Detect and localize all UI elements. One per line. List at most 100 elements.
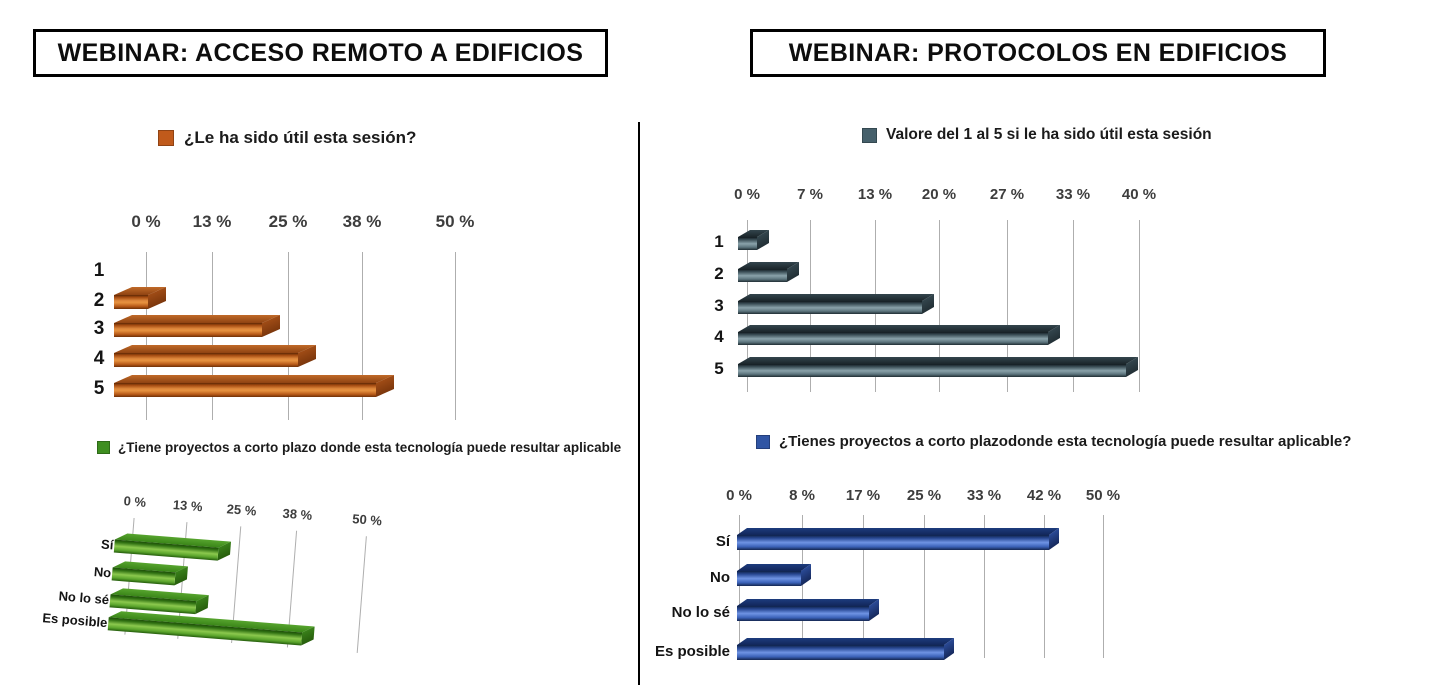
axis-tick-label: 27 % xyxy=(989,186,1025,203)
category-label: Sí xyxy=(100,536,114,553)
category-label: No xyxy=(93,564,112,581)
chart-legend: ¿Tienes proyectos a corto plazodonde est… xyxy=(756,433,1351,450)
legend-question-label: ¿Tienes proyectos a corto plazodonde est… xyxy=(779,433,1352,450)
bar-top-face xyxy=(114,315,280,323)
bar-3 xyxy=(114,315,280,337)
axis-gridline xyxy=(1073,220,1074,392)
bar-top-face xyxy=(737,528,1059,535)
axis-tick-label: 50 % xyxy=(435,212,475,231)
legend-swatch-icon xyxy=(862,127,877,143)
axis-gridline xyxy=(863,515,864,658)
category-label: 3 xyxy=(93,318,105,339)
category-label: 2 xyxy=(93,290,105,311)
legend-question-label: Valore del 1 al 5 si le ha sido útil est… xyxy=(886,126,1212,143)
chart-short-term-projects-left: ¿Tiene proyectos a corto plazo donde est… xyxy=(42,430,638,696)
category-label: No lo sé xyxy=(58,588,110,608)
bar-front-face xyxy=(737,535,1049,550)
chart-legend: ¿Tiene proyectos a corto plazo donde est… xyxy=(97,440,625,455)
axis-tick-label: 0 % xyxy=(123,493,147,510)
axis-gridline xyxy=(288,252,289,420)
category-label: 3 xyxy=(714,296,724,315)
right-webinar-title-box: WEBINAR: PROTOCOLOS EN EDIFICIOS xyxy=(750,29,1326,77)
bar-es-posible xyxy=(737,638,954,660)
axis-tick-label: 13 % xyxy=(172,497,204,515)
axis-gridline xyxy=(362,252,363,420)
bar-front-face xyxy=(738,364,1126,377)
axis-tick-label: 40 % xyxy=(1121,186,1157,203)
axis-tick-label: 38 % xyxy=(342,212,382,231)
bar-1 xyxy=(738,230,769,250)
bar-top-face xyxy=(114,345,316,353)
axis-tick-label: 25 % xyxy=(268,212,308,231)
right-webinar-title: WEBINAR: PROTOCOLOS EN EDIFICIOS xyxy=(788,38,1288,67)
axis-tick-label: 50 % xyxy=(351,511,383,529)
bar-front-face xyxy=(738,237,757,250)
bar-top-face xyxy=(114,375,394,383)
axis-tick-label: 8 % xyxy=(789,487,815,504)
chart-legend: ¿Le ha sido útil esta sesión? xyxy=(158,128,416,148)
category-label: 5 xyxy=(93,378,105,399)
axis-tick-label: 17 % xyxy=(845,487,881,504)
axis-gridline xyxy=(356,536,367,653)
legend-question-label: ¿Tiene proyectos a corto plazo donde est… xyxy=(118,440,622,455)
axis-gridline xyxy=(802,515,803,658)
bar-5 xyxy=(738,357,1138,377)
chart-plot-area: 0 % 7 % 13 % 20 % 27 % 33 % 40 % 1 2 3 4 5 xyxy=(700,120,1427,415)
axis-gridline xyxy=(455,252,456,420)
bar-top-face xyxy=(738,294,934,301)
axis-tick-label: 50 % xyxy=(1085,487,1121,504)
axis-tick-label: 25 % xyxy=(906,487,942,504)
bar-4 xyxy=(114,345,316,367)
axis-gridline xyxy=(1044,515,1045,658)
bar-front-face xyxy=(114,383,376,397)
axis-tick-label: 0 % xyxy=(734,186,760,203)
bar-no xyxy=(111,560,188,586)
bar-front-face xyxy=(737,606,869,621)
bar-top-face xyxy=(738,325,1060,332)
bar-front-face xyxy=(738,269,787,282)
legend-swatch-icon xyxy=(97,441,110,454)
bar-front-face xyxy=(114,323,262,337)
bar-top-face xyxy=(737,564,811,571)
category-label: 4 xyxy=(714,327,724,346)
bar-front-face xyxy=(114,353,298,367)
axis-gridline xyxy=(939,220,940,392)
chart-plot-area: 0 % 13 % 25 % 38 % 50 % Sí No No lo sé Es posibl… xyxy=(42,464,482,696)
bar-sí xyxy=(737,528,1059,550)
chart-short-term-projects-right: ¿Tienes proyectos a corto plazodonde est… xyxy=(655,425,1427,696)
bar-2 xyxy=(738,262,799,282)
axis-gridline xyxy=(984,515,985,658)
axis-gridline xyxy=(1007,220,1008,392)
legend-swatch-icon xyxy=(756,434,770,449)
bar-front-face xyxy=(114,295,148,309)
category-label: 4 xyxy=(93,348,105,369)
chart-plot-area: 0 % 13 % 25 % 38 % 50 % 1 2 3 4 5 xyxy=(80,120,625,435)
axis-tick-label: 33 % xyxy=(1055,186,1091,203)
left-webinar-title-box: WEBINAR: ACCESO REMOTO A EDIFICIOS xyxy=(33,29,608,77)
bar-top-face xyxy=(738,357,1138,364)
bar-3 xyxy=(738,294,934,314)
bar-front-face xyxy=(737,571,801,586)
panel-divider xyxy=(638,122,640,685)
axis-gridline xyxy=(739,515,740,658)
bar-4 xyxy=(738,325,1060,345)
category-label: No xyxy=(710,569,730,586)
axis-tick-label: 13 % xyxy=(192,212,232,231)
bar-front-face xyxy=(737,645,944,660)
axis-tick-label: 0 % xyxy=(131,212,161,231)
bar-2 xyxy=(114,287,166,309)
bar-no-lo-sé xyxy=(737,599,879,621)
legend-swatch-icon xyxy=(158,130,174,146)
bar-es-posible xyxy=(107,610,315,646)
category-label: 1 xyxy=(93,260,105,281)
axis-tick-label: 7 % xyxy=(797,186,823,203)
bar-top-face xyxy=(737,638,954,645)
axis-tick-label: 42 % xyxy=(1026,487,1062,504)
axis-gridline xyxy=(1103,515,1104,658)
category-label: Es posible xyxy=(654,643,730,660)
axis-gridline xyxy=(1139,220,1140,392)
bar-top-face xyxy=(737,599,879,606)
category-label: 5 xyxy=(714,359,724,378)
bar-5 xyxy=(114,375,394,397)
